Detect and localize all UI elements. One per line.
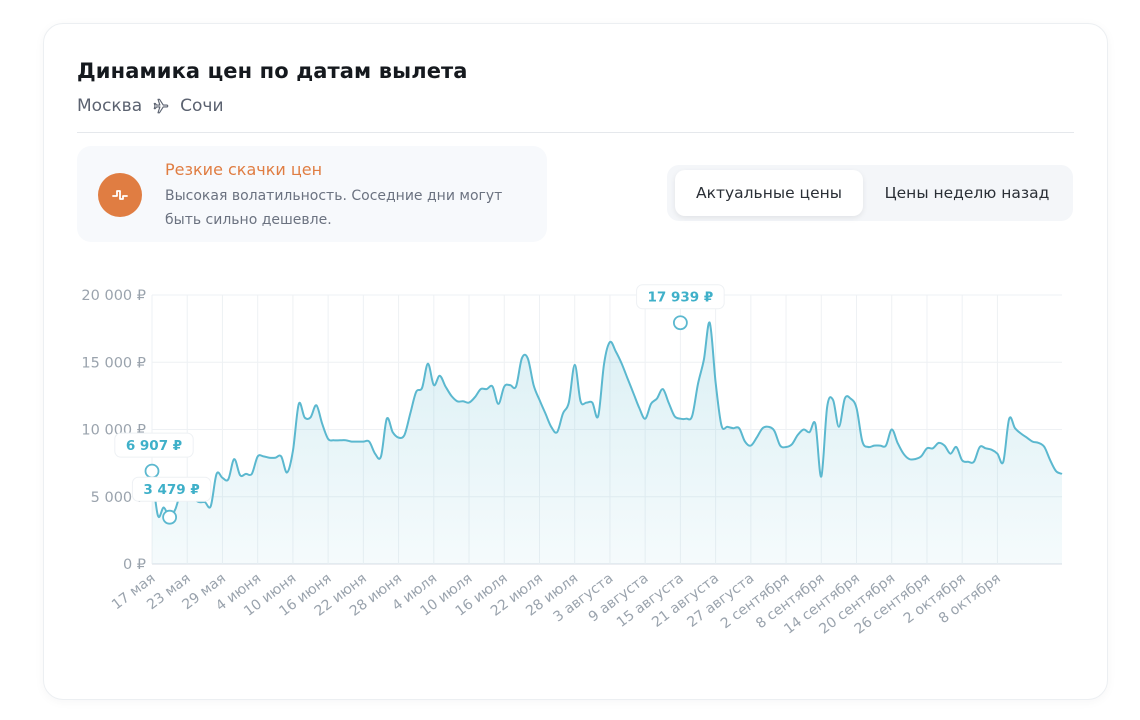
price-area bbox=[152, 322, 1062, 564]
plane-icon bbox=[152, 97, 170, 115]
destination-city: Сочи bbox=[180, 96, 224, 116]
price-point-marker bbox=[144, 463, 160, 479]
header-divider bbox=[77, 132, 1074, 133]
price-label: 6 907 ₽ bbox=[126, 438, 182, 454]
tab-current-prices[interactable]: Актуальные цены bbox=[675, 170, 863, 216]
price-label-box bbox=[131, 476, 212, 502]
alert-text: Высокая волатильность. Соседние дни могу… bbox=[165, 188, 503, 228]
y-tick-label: 20 000 ₽ bbox=[81, 288, 146, 304]
price-point-marker bbox=[672, 315, 688, 331]
price-point-marker bbox=[162, 509, 178, 525]
price-dynamics-card: Динамика цен по датам вылета Москва Сочи… bbox=[43, 23, 1108, 700]
card-title: Динамика цен по датам вылета bbox=[77, 59, 468, 83]
price-label: 17 939 ₽ bbox=[648, 290, 714, 306]
price-label: 3 479 ₽ bbox=[143, 482, 199, 498]
route: Москва Сочи bbox=[77, 96, 224, 116]
alert-title: Резкие скачки цен bbox=[165, 160, 323, 179]
origin-city: Москва bbox=[77, 96, 143, 116]
price-line bbox=[151, 321, 1063, 519]
tab-week-ago-prices[interactable]: Цены неделю назад bbox=[884, 184, 1050, 202]
price-label-box bbox=[636, 284, 725, 310]
y-tick-label: 15 000 ₽ bbox=[81, 355, 146, 371]
y-tick-label: 0 ₽ bbox=[123, 557, 146, 573]
pulse-icon bbox=[98, 173, 142, 217]
price-mode-toggle: Актуальные цены Цены неделю назад bbox=[667, 165, 1073, 221]
volatility-alert: Резкие скачки цен Высокая волатильность.… bbox=[77, 146, 547, 242]
price-label-box bbox=[114, 432, 194, 458]
